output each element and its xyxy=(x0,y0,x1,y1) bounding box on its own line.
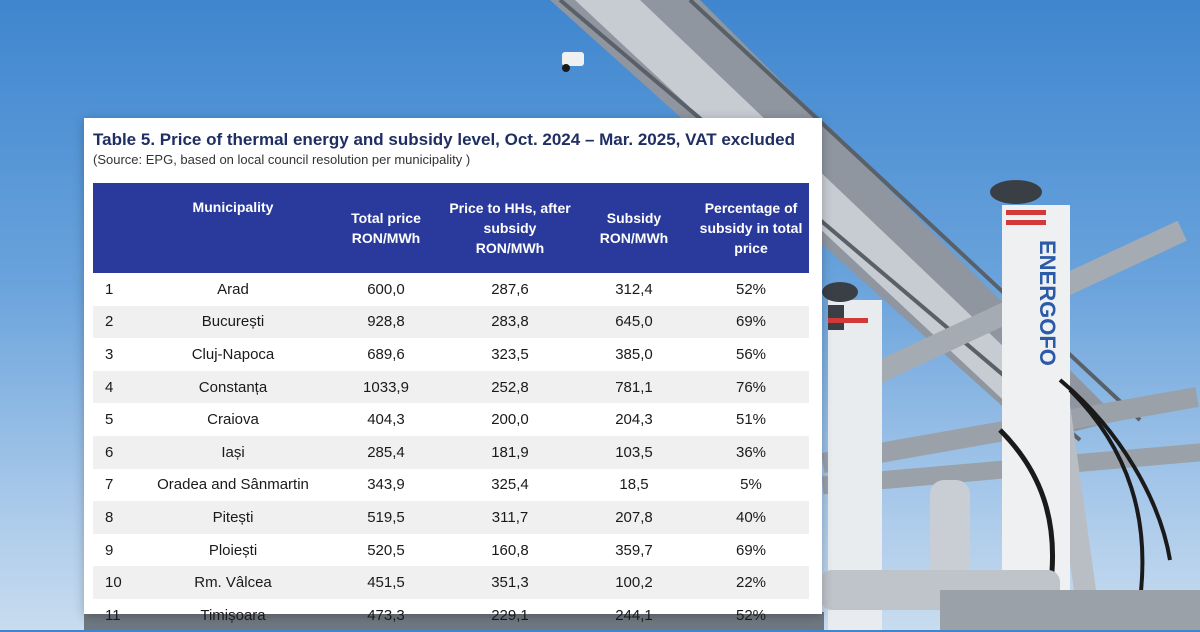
price-after-subsidy-cell: 160,8 xyxy=(491,541,529,559)
row-index: 6 xyxy=(93,435,139,469)
total-price-cell: 451,5 xyxy=(327,566,445,599)
municipality-cell: Ploiești xyxy=(208,541,258,559)
price-after-subsidy-cell: 323,5 xyxy=(491,345,529,363)
cable xyxy=(998,428,1055,591)
header-municipality: Municipality xyxy=(139,183,327,273)
subsidy-percentage-cell: 52% xyxy=(735,280,767,298)
municipality-cell: Iași xyxy=(139,435,327,469)
total-price-cell: 600,0 xyxy=(367,280,405,298)
table-source: (Source: EPG, based on local council res… xyxy=(93,152,471,167)
total-price-cell: 343,9 xyxy=(367,476,405,494)
municipality-cell: Pitești xyxy=(139,501,327,534)
row-index: 9 xyxy=(105,541,114,559)
total-price-cell: 520,5 xyxy=(367,541,405,559)
subsidy-cell: 781,1 xyxy=(575,370,693,404)
total-price-cell: 473,3 xyxy=(367,606,405,624)
subsidy-cell: 385,0 xyxy=(615,345,653,363)
table-row: 10 Rm. Vâlcea 451,5 351,3 100,2 22% xyxy=(93,566,809,599)
subsidy-percentage-cell: 36% xyxy=(693,435,809,469)
table-row: 8 Pitești 519,5 311,7 207,8 40% xyxy=(93,501,809,534)
total-price-cell: 404,3 xyxy=(367,411,405,429)
row-index: 10 xyxy=(93,566,139,599)
price-after-subsidy-cell: 229,1 xyxy=(491,606,529,624)
subsidy-percentage-cell: 51% xyxy=(735,411,767,429)
header-price-after-subsidy: Price to HHs, after subsidy RON/MWh xyxy=(445,183,575,273)
price-after-subsidy-cell: 287,6 xyxy=(491,280,529,298)
subsidy-cell: 645,0 xyxy=(575,305,693,339)
price-after-subsidy-cell: 200,0 xyxy=(491,411,529,429)
row-index: 7 xyxy=(105,476,114,494)
subsidy-cell: 204,3 xyxy=(615,411,653,429)
subsidy-cell: 207,8 xyxy=(575,501,693,534)
price-after-subsidy-cell: 325,4 xyxy=(491,476,529,494)
subsidy-cell: 103,5 xyxy=(575,435,693,469)
price-after-subsidy-cell: 351,3 xyxy=(445,566,575,599)
row-index: 4 xyxy=(93,370,139,404)
subsidy-percentage-cell: 40% xyxy=(693,501,809,534)
subsidy-percentage-cell: 56% xyxy=(735,345,767,363)
row-index: 3 xyxy=(105,345,114,363)
table-row: 3 Cluj-Napoca 689,6 323,5 385,0 56% xyxy=(93,338,809,371)
total-price-cell: 928,8 xyxy=(327,305,445,339)
municipality-cell: Craiova xyxy=(207,411,259,429)
header-subsidy: Subsidy RON/MWh xyxy=(575,183,693,273)
subsidy-percentage-cell: 52% xyxy=(735,606,767,624)
table-row: 2 București 928,8 283,8 645,0 69% xyxy=(93,305,809,339)
header-total-price: Total price RON/MWh xyxy=(327,183,445,273)
subsidy-cell: 359,7 xyxy=(615,541,653,559)
table-card: Table 5. Price of thermal energy and sub… xyxy=(84,118,822,624)
municipality-cell: Arad xyxy=(217,280,249,298)
price-after-subsidy-cell: 283,8 xyxy=(445,305,575,339)
table-row: 7 Oradea and Sânmartin 343,9 325,4 18,5 … xyxy=(93,469,809,502)
subsidy-table: Municipality Total price RON/MWh Price t… xyxy=(93,183,809,632)
municipality-cell: Rm. Vâlcea xyxy=(139,566,327,599)
subsidy-cell: 244,1 xyxy=(615,606,653,624)
table-row: 1 Arad 600,0 287,6 312,4 52% xyxy=(93,273,809,306)
subsidy-percentage-cell: 69% xyxy=(693,305,809,339)
municipality-cell: Cluj-Napoca xyxy=(191,345,275,363)
total-price-cell: 1033,9 xyxy=(327,370,445,404)
price-after-subsidy-cell: 181,9 xyxy=(445,435,575,469)
row-index: 5 xyxy=(105,411,114,429)
subsidy-percentage-cell: 22% xyxy=(693,566,809,599)
table-row: 4 Constanța 1033,9 252,8 781,1 76% xyxy=(93,370,809,404)
subsidy-percentage-cell: 5% xyxy=(740,476,762,494)
security-camera-icon xyxy=(562,52,584,66)
subsidy-percentage-cell: 76% xyxy=(693,370,809,404)
table-row: 6 Iași 285,4 181,9 103,5 36% xyxy=(93,435,809,469)
chimney-lettering: ENERGOFO xyxy=(1035,240,1060,366)
table-header-row: Municipality Total price RON/MWh Price t… xyxy=(93,183,809,273)
header-index xyxy=(93,183,139,273)
table-title: Table 5. Price of thermal energy and sub… xyxy=(93,130,796,149)
total-price-cell: 689,6 xyxy=(367,345,405,363)
table-row: 11 Timișoara 473,3 229,1 244,1 52% xyxy=(93,599,809,632)
subsidy-cell: 100,2 xyxy=(575,566,693,599)
subsidy-cell: 312,4 xyxy=(615,280,653,298)
table-row: 5 Craiova 404,3 200,0 204,3 51% xyxy=(93,403,809,436)
row-index: 2 xyxy=(93,305,139,339)
table-body: 1 Arad 600,0 287,6 312,4 52% 2 București… xyxy=(93,273,809,632)
price-after-subsidy-cell: 311,7 xyxy=(445,501,575,534)
chimney-right xyxy=(1002,205,1070,630)
municipality-cell: Timișoara xyxy=(200,606,266,624)
row-index: 11 xyxy=(105,606,121,624)
total-price-cell: 519,5 xyxy=(327,501,445,534)
total-price-cell: 285,4 xyxy=(327,435,445,469)
municipality-cell: Oradea and Sânmartin xyxy=(157,476,309,494)
row-index: 8 xyxy=(93,501,139,534)
subsidy-cell: 18,5 xyxy=(619,476,649,494)
row-index: 1 xyxy=(105,280,114,298)
table-row: 9 Ploiești 520,5 160,8 359,7 69% xyxy=(93,534,809,567)
municipality-cell: Constanța xyxy=(139,370,327,404)
subsidy-percentage-cell: 69% xyxy=(735,541,767,559)
header-subsidy-percentage: Percentage of subsidy in total price xyxy=(693,183,809,273)
municipality-cell: București xyxy=(139,305,327,339)
price-after-subsidy-cell: 252,8 xyxy=(445,370,575,404)
